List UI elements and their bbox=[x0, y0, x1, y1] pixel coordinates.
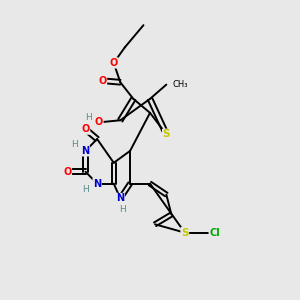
Text: H: H bbox=[71, 140, 78, 149]
Text: H: H bbox=[119, 205, 126, 214]
Text: O: O bbox=[63, 167, 71, 177]
Text: O: O bbox=[81, 124, 90, 134]
Text: H: H bbox=[82, 185, 88, 194]
Text: S: S bbox=[163, 129, 170, 139]
Text: O: O bbox=[95, 117, 103, 128]
Text: Cl: Cl bbox=[209, 228, 220, 238]
Text: H: H bbox=[85, 113, 92, 122]
Text: N: N bbox=[93, 178, 101, 189]
Text: S: S bbox=[181, 228, 188, 238]
Text: O: O bbox=[110, 58, 118, 68]
Text: N: N bbox=[116, 194, 124, 203]
Text: O: O bbox=[98, 76, 106, 86]
Text: N: N bbox=[81, 146, 90, 156]
Text: CH₃: CH₃ bbox=[173, 80, 188, 89]
